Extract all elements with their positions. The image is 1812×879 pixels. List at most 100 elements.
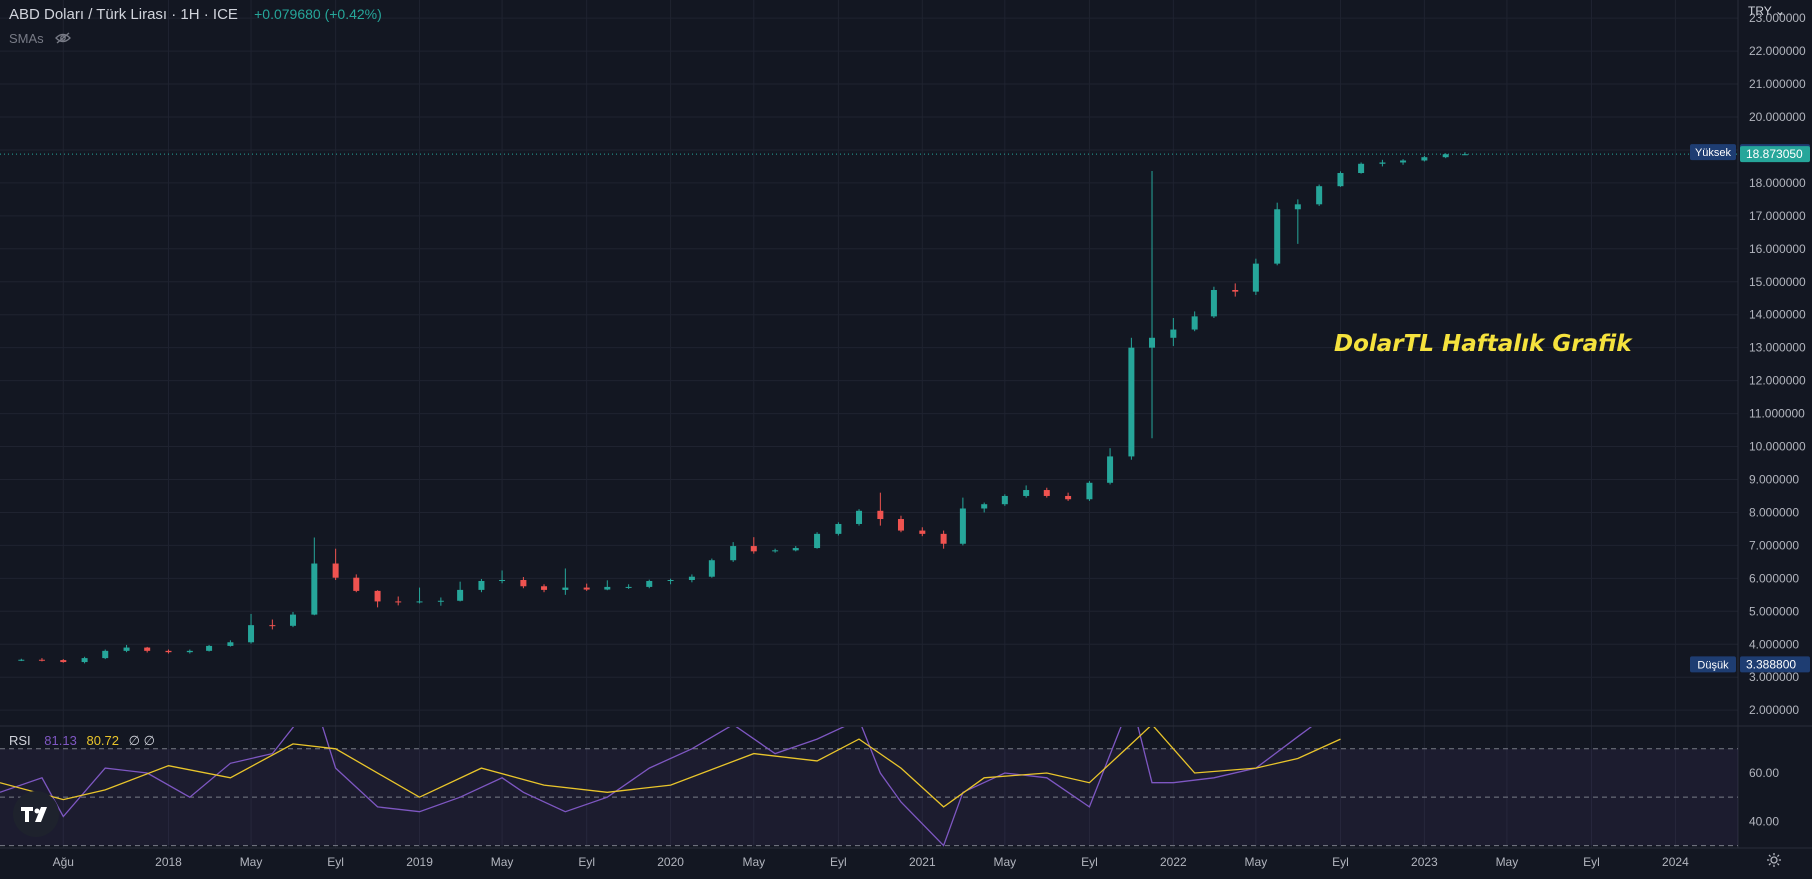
gear-icon[interactable] [1766, 852, 1782, 873]
symbol-title[interactable]: ABD Doları / Türk Lirası · 1H · ICE [9, 6, 238, 23]
candle[interactable] [1149, 171, 1156, 439]
candle[interactable] [541, 584, 548, 593]
candle[interactable] [981, 502, 988, 513]
candle[interactable] [332, 548, 339, 580]
price-change: +0.079680 (+0.42%) [254, 6, 382, 22]
price-tick-label: 7.000000 [1749, 538, 1799, 552]
candle-body [1107, 456, 1114, 483]
candle[interactable] [1107, 448, 1114, 485]
candle[interactable] [814, 532, 821, 549]
candle[interactable] [625, 584, 632, 589]
candle[interactable] [457, 581, 464, 602]
candle[interactable] [1316, 184, 1323, 206]
candle[interactable] [1252, 258, 1259, 295]
candle[interactable] [1170, 318, 1177, 347]
candle[interactable] [646, 579, 653, 589]
candle[interactable] [1065, 492, 1072, 501]
candle[interactable] [772, 548, 779, 553]
candle-body [625, 586, 632, 588]
candle[interactable] [562, 568, 569, 595]
candle[interactable] [499, 570, 506, 584]
candle[interactable] [102, 649, 109, 660]
candle[interactable] [227, 640, 234, 647]
rsi-line[interactable] [0, 700, 1341, 847]
candle[interactable] [123, 644, 130, 653]
candle[interactable] [1337, 171, 1344, 187]
candle[interactable] [395, 596, 402, 606]
candle[interactable] [206, 644, 213, 652]
candle[interactable] [289, 611, 296, 628]
candle[interactable] [1232, 283, 1239, 297]
candle[interactable] [60, 659, 67, 663]
rsi-empty-values: ∅ ∅ [128, 733, 155, 748]
candle[interactable] [730, 542, 737, 562]
currency-selector[interactable]: TRY ⌄ [1748, 4, 1785, 18]
price-tick-label: 17.000000 [1749, 209, 1806, 223]
candle[interactable] [1191, 311, 1198, 332]
candle-body [186, 650, 193, 653]
candle[interactable] [688, 574, 695, 583]
candle[interactable] [269, 619, 276, 630]
candle[interactable] [750, 537, 757, 554]
price-tick-label: 10.000000 [1749, 440, 1806, 454]
candle[interactable] [353, 574, 360, 593]
candle[interactable] [478, 579, 485, 593]
candle-body [1461, 154, 1468, 156]
candle[interactable] [1421, 155, 1428, 162]
rsi-name[interactable]: RSI [9, 733, 31, 748]
candle[interactable] [1400, 159, 1407, 165]
candle[interactable] [520, 577, 527, 589]
candle[interactable] [1379, 159, 1386, 167]
candle[interactable] [1043, 487, 1050, 498]
candle[interactable] [1274, 202, 1281, 266]
candle-body [1191, 316, 1198, 330]
eye-hidden-icon[interactable] [55, 32, 72, 47]
candle-body [332, 563, 339, 578]
svg-text:Yüksek: Yüksek [1695, 147, 1732, 159]
candle[interactable] [1023, 485, 1030, 498]
candle-body [1232, 290, 1239, 292]
candle[interactable] [416, 587, 423, 604]
candle[interactable] [583, 583, 590, 591]
candle[interactable] [1358, 162, 1365, 174]
candle-body [1337, 173, 1344, 187]
candle[interactable] [1001, 494, 1008, 506]
candle[interactable] [1461, 152, 1468, 156]
candle[interactable] [959, 497, 966, 546]
candle[interactable] [897, 515, 904, 533]
candle[interactable] [667, 578, 674, 585]
candle[interactable] [940, 530, 947, 549]
candle[interactable] [919, 527, 926, 537]
candle[interactable] [1086, 481, 1093, 501]
candle[interactable] [248, 613, 255, 644]
candle[interactable] [1442, 153, 1449, 159]
candle[interactable] [18, 658, 25, 662]
candle[interactable] [38, 658, 45, 662]
candle[interactable] [437, 597, 444, 606]
candle-body [81, 658, 88, 663]
candle-body [919, 530, 926, 534]
tradingview-logo-icon[interactable] [13, 791, 59, 837]
candle-body [269, 625, 276, 627]
rsi-legend: RSI 81.13 80.72 ∅ ∅ [9, 733, 155, 749]
candle[interactable] [1128, 337, 1135, 460]
candle[interactable] [186, 649, 193, 654]
candle[interactable] [165, 649, 172, 654]
candle[interactable] [311, 537, 318, 616]
candle-body [583, 587, 590, 590]
candle[interactable] [856, 509, 863, 526]
candle[interactable] [1210, 286, 1217, 319]
rsi-ma-line[interactable] [0, 725, 1341, 808]
candle[interactable] [374, 590, 381, 608]
candle[interactable] [835, 522, 842, 536]
candle[interactable] [708, 558, 715, 578]
candle[interactable] [604, 580, 611, 591]
candle-body [708, 560, 715, 577]
candle[interactable] [877, 492, 884, 526]
candle[interactable] [1294, 199, 1301, 244]
candle[interactable] [81, 656, 88, 664]
candle[interactable] [792, 546, 799, 552]
candle[interactable] [144, 646, 151, 653]
smas-label[interactable]: SMAs [9, 31, 44, 46]
